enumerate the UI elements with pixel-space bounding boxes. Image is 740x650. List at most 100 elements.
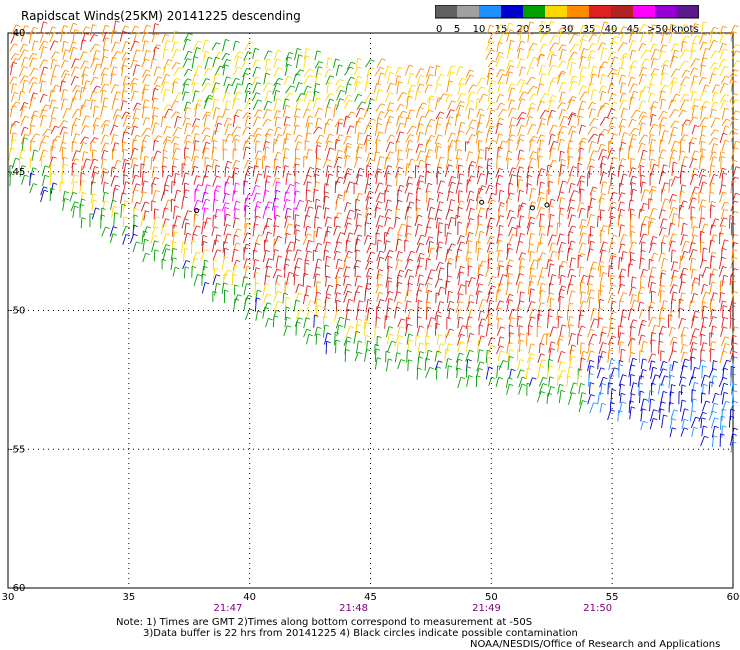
wind-barb-feather [521, 66, 526, 69]
wind-barb-feather [313, 249, 318, 253]
wind-barb [90, 141, 92, 152]
wind-barb-feather [255, 242, 261, 245]
wind-barb-feather [621, 125, 626, 128]
wind-barb-feather [419, 242, 424, 246]
wind-barb-feather [276, 82, 281, 85]
wind-barb [547, 315, 549, 329]
wind-barb [397, 149, 400, 161]
wind-barb-feather [176, 49, 181, 52]
wind-barb [699, 90, 704, 102]
wind-barb [456, 105, 461, 118]
wind-barb [557, 289, 562, 302]
wind-barb-feather [295, 148, 300, 151]
wind-barb [579, 34, 585, 42]
wind-barb-feather [593, 89, 598, 92]
wind-barb-feather [559, 338, 564, 341]
wind-barb [457, 207, 459, 219]
wind-barb-feather [325, 122, 330, 125]
wind-barb-feather [164, 48, 169, 51]
wind-barb-feather [636, 109, 641, 112]
wind-barb-feather [702, 33, 708, 36]
wind-barb [661, 64, 665, 76]
wind-barb-feather [146, 24, 151, 27]
wind-barb-feather [661, 90, 666, 93]
wind-barb [659, 44, 664, 53]
wind-barb-feather [476, 240, 481, 244]
wind-barb [41, 165, 46, 176]
wind-barb-feather [591, 50, 596, 53]
wind-barb-feather [214, 87, 219, 90]
wind-barb [558, 172, 560, 185]
wind-barb [557, 351, 562, 363]
wind-barb-feather [82, 39, 87, 42]
wind-barb [39, 149, 44, 162]
wind-barb [538, 252, 543, 262]
wind-barb [681, 223, 684, 236]
wind-barb [415, 143, 420, 154]
wind-barb [577, 202, 581, 212]
wind-barb-feather [257, 99, 262, 102]
wind-barb-feather [481, 185, 487, 188]
wind-barb [456, 367, 458, 379]
wind-barb-feather [379, 182, 384, 185]
wind-barb [224, 166, 227, 178]
wind-barb-feather [530, 48, 535, 51]
wind-barb-feather [155, 189, 160, 193]
wind-barb [528, 42, 534, 52]
wind-barb [405, 163, 408, 176]
wind-barb-feather [468, 257, 473, 260]
wind-barb [569, 43, 576, 53]
wind-barb-feather [35, 133, 40, 136]
wind-barb-feather [421, 115, 426, 118]
wind-barb [162, 248, 167, 261]
wind-barb [252, 99, 259, 110]
wind-barb-feather [583, 300, 588, 303]
wind-barb-feather [511, 83, 516, 86]
wind-barb-feather [193, 233, 198, 236]
wind-barb [568, 356, 573, 369]
wind-barb-feather [350, 76, 355, 79]
wind-barb-feather [467, 251, 472, 254]
wind-barb-feather [266, 133, 272, 136]
wind-barb-feather [652, 242, 657, 245]
wind-barb-feather [369, 152, 374, 155]
wind-barb-feather [205, 198, 211, 201]
wind-barb [425, 367, 431, 378]
wind-barb [406, 333, 410, 345]
wind-barb [648, 185, 653, 195]
wind-barb [486, 73, 490, 85]
wind-barb-feather [519, 189, 524, 193]
wind-barb [638, 100, 643, 110]
wind-barb [618, 118, 623, 129]
wind-barb-feather [218, 115, 223, 118]
wind-barb-feather [468, 316, 473, 319]
wind-barb-feather [286, 306, 291, 309]
wind-barb-feather [123, 216, 129, 219]
wind-barb [556, 72, 562, 85]
wind-barb-feather [683, 40, 688, 44]
wind-barb [141, 31, 146, 42]
wind-barb [50, 59, 54, 70]
wind-barb-feather [304, 294, 310, 297]
wind-barb [599, 249, 603, 263]
wind-barb-feather [9, 165, 15, 168]
wind-barb [99, 83, 106, 93]
wind-barb-feather [186, 101, 192, 104]
wind-barb [618, 341, 621, 354]
wind-barb-feather [599, 392, 604, 395]
wind-barb [51, 84, 57, 93]
wind-barb-feather [328, 140, 333, 143]
wind-barb-feather [370, 59, 375, 62]
wind-barb [607, 125, 612, 134]
wind-barb-feather [469, 301, 475, 304]
wind-barb [295, 310, 301, 320]
wind-barb [597, 32, 602, 44]
wind-barb-feather [407, 215, 412, 219]
wind-barb-feather [694, 98, 699, 101]
wind-barb-feather [114, 84, 119, 87]
wind-barb [487, 91, 491, 102]
wind-barb-feather [185, 260, 191, 263]
wind-barb [192, 133, 196, 145]
wind-barb-feather [314, 90, 320, 94]
wind-barb [315, 117, 319, 129]
